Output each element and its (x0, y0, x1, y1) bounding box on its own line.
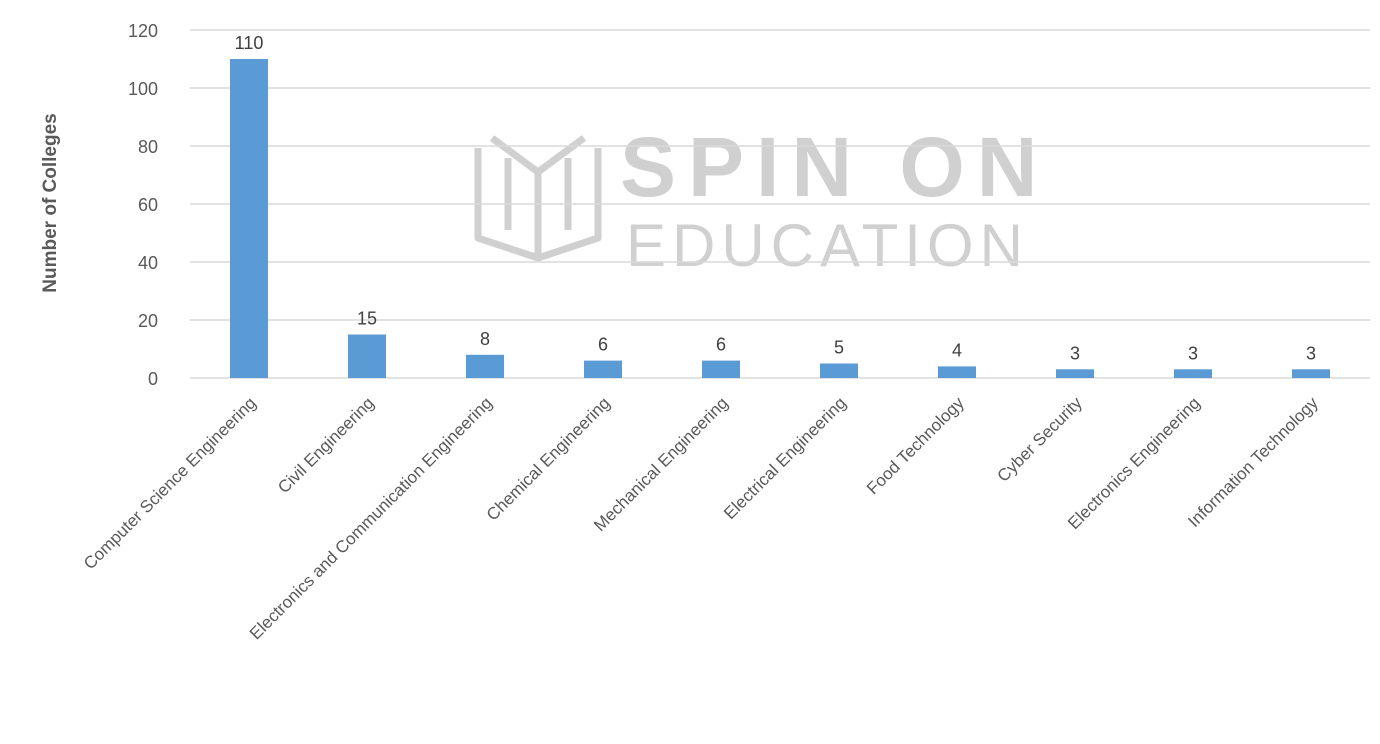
bar (584, 360, 622, 378)
y-tick-label: 120 (128, 21, 158, 41)
x-axis-tick-labels: Computer Science Engineering Civil Engine… (80, 393, 1322, 643)
bar (466, 354, 504, 378)
y-tick-label: 20 (138, 311, 158, 331)
bar (1292, 369, 1330, 378)
x-tick-label: Information Technology (1184, 393, 1322, 531)
bar (702, 360, 740, 378)
x-tick-label: Electronics Engineering (1064, 393, 1204, 533)
data-label: 4 (952, 340, 962, 360)
bar (1056, 369, 1094, 378)
data-label: 3 (1188, 343, 1198, 363)
gridlines (190, 29, 1370, 379)
y-tick-label: 40 (138, 253, 158, 273)
x-tick-label: Electronics and Communication Engineerin… (246, 393, 496, 643)
y-axis-tick-labels: 0 20 40 60 80 100 120 (128, 21, 158, 389)
bar (348, 334, 386, 378)
book-icon (474, 135, 602, 262)
y-axis-title: Number of Colleges (40, 113, 61, 292)
x-tick-label: Electrical Engineering (720, 393, 850, 523)
x-tick-label: Chemical Engineering (483, 393, 614, 524)
bar (230, 59, 268, 378)
watermark-tagline: EDUCATION (626, 212, 1029, 279)
data-label: 5 (834, 338, 844, 358)
data-labels: 110 15 8 6 6 5 4 3 3 3 (235, 33, 1316, 363)
bar (820, 363, 858, 378)
y-tick-label: 80 (138, 137, 158, 157)
data-label: 3 (1070, 343, 1080, 363)
y-tick-label: 0 (148, 369, 158, 389)
x-tick-label: Mechanical Engineering (590, 393, 732, 535)
watermark-logo: SPIN ON EDUCATION (474, 120, 1049, 279)
bar (938, 366, 976, 378)
data-label: 110 (235, 33, 264, 53)
data-label: 3 (1306, 343, 1316, 363)
bar (1174, 369, 1212, 378)
y-tick-label: 60 (138, 195, 158, 215)
watermark-brand: SPIN ON (620, 120, 1049, 214)
data-label: 15 (357, 309, 377, 329)
data-label: 6 (716, 335, 726, 355)
bars (230, 59, 1330, 378)
x-tick-label: Computer Science Engineering (80, 393, 260, 573)
x-tick-label: Food Technology (863, 393, 968, 498)
data-label: 8 (480, 329, 490, 349)
x-tick-label: Civil Engineering (274, 393, 378, 497)
y-tick-label: 100 (128, 79, 158, 99)
data-label: 6 (598, 335, 608, 355)
x-tick-label: Cyber Security (994, 393, 1087, 486)
